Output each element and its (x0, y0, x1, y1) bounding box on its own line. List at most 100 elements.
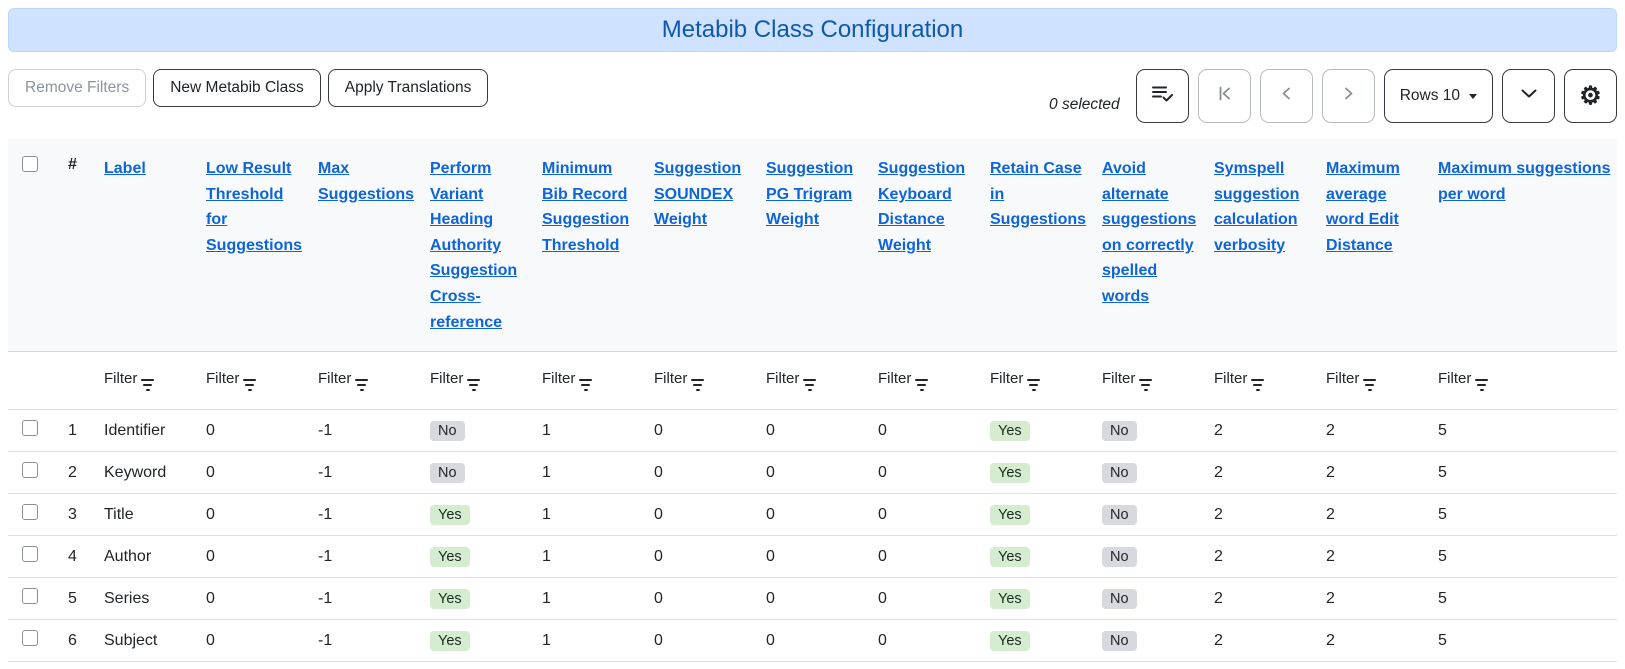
next-page-button[interactable] (1321, 69, 1375, 123)
cell-max-average-edit-distance: 2 (1326, 505, 1335, 523)
column-header-soundex-weight[interactable]: Suggestion SOUNDEX Weight (654, 160, 742, 229)
cell-pg-trigram-weight: 0 (766, 631, 775, 649)
filter-button-minimum-bib-record[interactable]: Filter (526, 352, 638, 410)
filter-icon (355, 378, 369, 392)
cell-max-average-edit-distance: 2 (1326, 421, 1335, 439)
cell-soundex-weight: 0 (654, 421, 663, 439)
row-checkbox[interactable] (22, 588, 38, 605)
cell-low-result-threshold: 0 (206, 631, 215, 649)
filter-button-max-suggestions-per-word[interactable]: Filter (1422, 352, 1617, 410)
filter-button-pg-trigram-weight[interactable]: Filter (750, 352, 862, 410)
row-checkbox[interactable] (22, 630, 38, 647)
boolean-badge: No (1102, 588, 1137, 609)
previous-page-button[interactable] (1259, 69, 1313, 123)
boolean-badge: No (1102, 462, 1137, 483)
row-checkbox[interactable] (22, 420, 38, 437)
select-rows-button[interactable] (1135, 69, 1189, 123)
cell-retain-case: Yes (974, 536, 1086, 578)
boolean-badge: Yes (430, 546, 470, 567)
cell-minimum-bib-record: 1 (542, 547, 551, 565)
cell-max-suggestions: -1 (318, 505, 333, 523)
grid-settings-button[interactable]: ⚙ (1564, 69, 1617, 123)
filter-icon (243, 378, 257, 392)
new-metabib-class-button[interactable]: New Metabib Class (153, 69, 321, 107)
column-header-retain-case[interactable]: Retain Case in Suggestions (990, 160, 1087, 229)
cell-max-average-edit-distance: 2 (1326, 547, 1335, 565)
column-header-perform-variant-heading[interactable]: Perform Variant Heading Authority Sugges… (430, 160, 518, 331)
boolean-badge: No (1102, 630, 1137, 651)
filter-button-max-suggestions[interactable]: Filter (302, 352, 414, 410)
expand-menu-button[interactable] (1502, 69, 1555, 123)
row-checkbox[interactable] (22, 546, 38, 563)
cell-avoid-alternate: No (1086, 620, 1198, 662)
filter-icon (579, 378, 593, 392)
column-header-minimum-bib-record[interactable]: Minimum Bib Record Suggestion Threshold (542, 160, 630, 254)
column-header-pg-trigram-weight[interactable]: Suggestion PG Trigram Weight (766, 160, 854, 229)
first-page-button[interactable] (1197, 69, 1251, 123)
cell-symspell-verbosity: 2 (1214, 547, 1223, 565)
gear-icon: ⚙ (1579, 81, 1602, 110)
chevron-left-icon (1278, 85, 1295, 107)
select-all-checkbox[interactable] (22, 156, 38, 172)
filter-button-avoid-alternate[interactable]: Filter (1086, 352, 1198, 410)
cell-perform-variant-heading: Yes (414, 620, 526, 662)
column-header-avoid-alternate[interactable]: Avoid alternate suggestions on correctly… (1102, 160, 1197, 305)
cell-retain-case: Yes (974, 620, 1086, 662)
cell-symspell-verbosity: 2 (1214, 421, 1223, 439)
cell-avoid-alternate: No (1086, 494, 1198, 536)
list-check-icon (1151, 84, 1174, 108)
column-header-max-average-edit-distance[interactable]: Maximum average word Edit Distance (1326, 160, 1400, 254)
cell-low-result-threshold: 0 (206, 589, 215, 607)
cell-minimum-bib-record: 1 (542, 631, 551, 649)
cell-label: Identifier (104, 421, 166, 439)
filter-button-symspell-verbosity[interactable]: Filter (1198, 352, 1310, 410)
cell-keyboard-distance-weight: 0 (878, 547, 887, 565)
table-row: 2 Keyword 0 -1 No 1 0 0 0 Yes No 2 2 5 (8, 452, 1617, 494)
boolean-badge: Yes (990, 504, 1030, 525)
filter-button-perform-variant-heading[interactable]: Filter (414, 352, 526, 410)
filter-button-low-result-threshold[interactable]: Filter (190, 352, 302, 410)
cell-retain-case: Yes (974, 410, 1086, 452)
cell-soundex-weight: 0 (654, 463, 663, 481)
table-row: 5 Series 0 -1 Yes 1 0 0 0 Yes No 2 2 5 (8, 578, 1617, 620)
cell-keyboard-distance-weight: 0 (878, 505, 887, 523)
filter-icon (141, 378, 155, 392)
cell-max-suggestions-per-word: 5 (1438, 631, 1447, 649)
rows-per-page-dropdown[interactable]: Rows 10 (1383, 69, 1493, 123)
cell-soundex-weight: 0 (654, 589, 663, 607)
filter-button-retain-case[interactable]: Filter (974, 352, 1086, 410)
page-title: Metabib Class Configuration (8, 8, 1617, 52)
column-header-max-suggestions[interactable]: Max Suggestions (318, 160, 415, 203)
row-checkbox[interactable] (22, 504, 38, 521)
filter-button-keyboard-distance-weight[interactable]: Filter (862, 352, 974, 410)
cell-perform-variant-heading: Yes (414, 494, 526, 536)
cell-max-suggestions-per-word: 5 (1438, 421, 1447, 439)
grid-toolbar: Remove Filters New Metabib Class Apply T… (8, 69, 1617, 123)
boolean-badge: Yes (430, 630, 470, 651)
filter-icon (467, 378, 481, 392)
filter-button-label[interactable]: Filter (88, 352, 190, 410)
cell-symspell-verbosity: 2 (1214, 505, 1223, 523)
metabib-class-table: # Label Low Result Threshold for Suggest… (8, 139, 1617, 662)
column-header-keyboard-distance-weight[interactable]: Suggestion Keyboard Distance Weight (878, 160, 966, 254)
cell-low-result-threshold: 0 (206, 463, 215, 481)
cell-max-suggestions: -1 (318, 631, 333, 649)
remove-filters-button[interactable]: Remove Filters (8, 69, 147, 107)
cell-keyboard-distance-weight: 0 (878, 421, 887, 439)
cell-pg-trigram-weight: 0 (766, 505, 775, 523)
cell-perform-variant-heading: No (414, 452, 526, 494)
boolean-badge: No (1102, 420, 1137, 441)
column-header-max-suggestions-per-word[interactable]: Maximum suggestions per word (1438, 160, 1611, 203)
column-header-label[interactable]: Label (104, 160, 146, 177)
row-checkbox[interactable] (22, 462, 38, 479)
row-number: 2 (68, 463, 77, 481)
apply-translations-button[interactable]: Apply Translations (327, 69, 489, 107)
column-header-low-result-threshold[interactable]: Low Result Threshold for Suggestions (206, 160, 303, 254)
cell-avoid-alternate: No (1086, 578, 1198, 620)
cell-symspell-verbosity: 2 (1214, 631, 1223, 649)
cell-minimum-bib-record: 1 (542, 589, 551, 607)
filter-button-max-average-edit-distance[interactable]: Filter (1310, 352, 1422, 410)
filter-button-soundex-weight[interactable]: Filter (638, 352, 750, 410)
chevron-right-icon (1340, 85, 1357, 107)
column-header-symspell-verbosity[interactable]: Symspell suggestion calculation verbosit… (1214, 160, 1300, 254)
